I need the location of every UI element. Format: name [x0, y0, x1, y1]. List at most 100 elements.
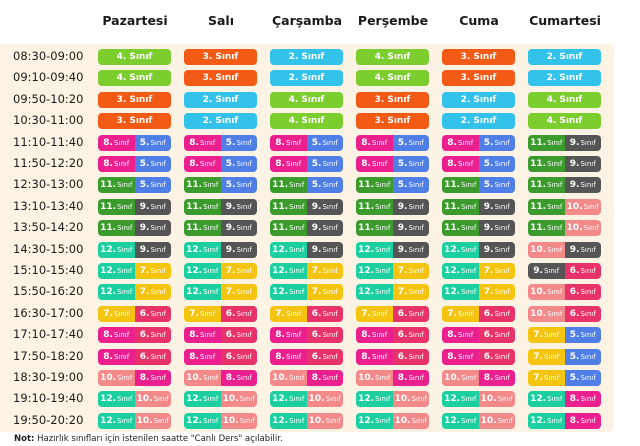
- class-cell[interactable]: 4. Sınıf: [270, 91, 343, 108]
- class-cell[interactable]: 11. Sınıf 5. Sınıf: [356, 177, 429, 194]
- class-cell[interactable]: 2. Sınıf: [442, 91, 515, 108]
- class-cell[interactable]: 12. Sınıf 10. Sınıf: [98, 391, 171, 408]
- class-cell[interactable]: 11. Sınıf 9. Sınıf: [270, 220, 343, 237]
- class-cell[interactable]: 3. Sınıf: [98, 113, 171, 130]
- class-cell[interactable]: 3. Sınıf: [184, 70, 257, 87]
- class-cell[interactable]: 8. Sınıf 6. Sınıf: [356, 348, 429, 365]
- class-cell[interactable]: 8. Sınıf 6. Sınıf: [356, 327, 429, 344]
- class-cell[interactable]: 4. Sınıf: [356, 49, 429, 65]
- class-cell[interactable]: 12. Sınıf 10. Sınıf: [442, 391, 515, 408]
- class-cell[interactable]: 2. Sınıf: [528, 49, 601, 65]
- class-cell[interactable]: 12. Sınıf 7. Sınıf: [98, 263, 171, 279]
- class-cell[interactable]: 11. Sınıf 9. Sınıf: [356, 198, 429, 215]
- class-cell[interactable]: 7. Sınıf 5. Sınıf: [528, 327, 601, 344]
- class-cell[interactable]: 12. Sınıf 10. Sınıf: [184, 391, 257, 408]
- class-cell[interactable]: 7. Sınıf 6. Sınıf: [442, 305, 515, 322]
- class-cell[interactable]: 12. Sınıf 10. Sınıf: [184, 412, 257, 429]
- class-cell[interactable]: 8. Sınıf 5. Sınıf: [270, 134, 343, 151]
- class-cell[interactable]: 8. Sınıf 5. Sınıf: [356, 134, 429, 151]
- class-cell[interactable]: 8. Sınıf 5. Sınıf: [442, 156, 515, 172]
- class-cell[interactable]: 12. Sınıf 7. Sınıf: [442, 284, 515, 301]
- class-cell[interactable]: 7. Sınıf 6. Sınıf: [270, 305, 343, 322]
- class-cell[interactable]: 8. Sınıf 6. Sınıf: [442, 348, 515, 365]
- class-cell[interactable]: 2. Sınıf: [184, 91, 257, 108]
- class-cell[interactable]: 8. Sınıf 6. Sınıf: [184, 348, 257, 365]
- class-cell[interactable]: 8. Sınıf 6. Sınıf: [98, 327, 171, 344]
- class-cell[interactable]: 4. Sınıf: [270, 113, 343, 130]
- class-cell[interactable]: 3. Sınıf: [442, 70, 515, 87]
- class-cell[interactable]: 8. Sınıf 6. Sınıf: [442, 327, 515, 344]
- class-cell[interactable]: 11. Sınıf 9. Sınıf: [528, 134, 601, 151]
- class-cell[interactable]: 9. Sınıf 6. Sınıf: [528, 263, 601, 279]
- class-cell[interactable]: 10. Sınıf 8. Sınıf: [356, 370, 429, 386]
- class-cell[interactable]: 4. Sınıf: [98, 70, 171, 87]
- class-cell[interactable]: 11. Sınıf 5. Sınıf: [442, 177, 515, 194]
- class-cell[interactable]: 8. Sınıf 6. Sınıf: [98, 348, 171, 365]
- class-cell[interactable]: 12. Sınıf 7. Sınıf: [356, 263, 429, 279]
- class-cell[interactable]: 12. Sınıf 10. Sınıf: [356, 412, 429, 429]
- class-cell[interactable]: 10. Sınıf 6. Sınıf: [528, 284, 601, 301]
- class-cell[interactable]: 4. Sınıf: [528, 113, 601, 130]
- class-cell[interactable]: 3. Sınıf: [356, 91, 429, 108]
- class-cell[interactable]: 12. Sınıf 7. Sınıf: [270, 263, 343, 279]
- class-cell[interactable]: 11. Sınıf 5. Sınıf: [98, 177, 171, 194]
- class-cell[interactable]: 8. Sınıf 6. Sınıf: [184, 327, 257, 344]
- class-cell[interactable]: 11. Sınıf 9. Sınıf: [98, 198, 171, 215]
- class-cell[interactable]: 12. Sınıf 7. Sınıf: [356, 284, 429, 301]
- class-cell[interactable]: 12. Sınıf 9. Sınıf: [184, 241, 257, 258]
- class-cell[interactable]: 12. Sınıf 8. Sınıf: [528, 412, 601, 429]
- class-cell[interactable]: 11. Sınıf 9. Sınıf: [528, 156, 601, 172]
- class-cell[interactable]: 11. Sınıf 9. Sınıf: [442, 198, 515, 215]
- class-cell[interactable]: 4. Sınıf: [98, 49, 171, 65]
- class-cell[interactable]: 11. Sınıf 10. Sınıf: [528, 220, 601, 237]
- class-cell[interactable]: 12. Sınıf 9. Sınıf: [442, 241, 515, 258]
- class-cell[interactable]: 12. Sınıf 10. Sınıf: [356, 391, 429, 408]
- class-cell[interactable]: 4. Sınıf: [528, 91, 601, 108]
- class-cell[interactable]: 12. Sınıf 7. Sınıf: [442, 263, 515, 279]
- class-cell[interactable]: 2. Sınıf: [184, 113, 257, 130]
- class-cell[interactable]: 12. Sınıf 9. Sınıf: [98, 241, 171, 258]
- class-cell[interactable]: 8. Sınıf 5. Sınıf: [184, 156, 257, 172]
- class-cell[interactable]: 2. Sınıf: [270, 49, 343, 65]
- class-cell[interactable]: 12. Sınıf 7. Sınıf: [184, 263, 257, 279]
- class-cell[interactable]: 12. Sınıf 7. Sınıf: [270, 284, 343, 301]
- class-cell[interactable]: 12. Sınıf 7. Sınıf: [98, 284, 171, 301]
- class-cell[interactable]: 2. Sınıf: [442, 113, 515, 130]
- class-cell[interactable]: 10. Sınıf 6. Sınıf: [528, 305, 601, 322]
- class-cell[interactable]: 12. Sınıf 8. Sınıf: [528, 391, 601, 408]
- class-cell[interactable]: 8. Sınıf 5. Sınıf: [184, 134, 257, 151]
- class-cell[interactable]: 11. Sınıf 5. Sınıf: [184, 177, 257, 194]
- class-cell[interactable]: 10. Sınıf 8. Sınıf: [442, 370, 515, 386]
- class-cell[interactable]: 3. Sınıf: [356, 113, 429, 130]
- class-cell[interactable]: 3. Sınıf: [98, 91, 171, 108]
- class-cell[interactable]: 11. Sınıf 9. Sınıf: [184, 198, 257, 215]
- class-cell[interactable]: 7. Sınıf 5. Sınıf: [528, 370, 601, 386]
- class-cell[interactable]: 8. Sınıf 5. Sınıf: [98, 156, 171, 172]
- class-cell[interactable]: 11. Sınıf 9. Sınıf: [184, 220, 257, 237]
- class-cell[interactable]: 12. Sınıf 10. Sınıf: [98, 412, 171, 429]
- class-cell[interactable]: 11. Sınıf 9. Sınıf: [270, 198, 343, 215]
- class-cell[interactable]: 10. Sınıf 8. Sınıf: [270, 370, 343, 386]
- class-cell[interactable]: 11. Sınıf 9. Sınıf: [98, 220, 171, 237]
- class-cell[interactable]: 2. Sınıf: [270, 70, 343, 87]
- class-cell[interactable]: 11. Sınıf 9. Sınıf: [528, 177, 601, 194]
- class-cell[interactable]: 11. Sınıf 9. Sınıf: [356, 220, 429, 237]
- class-cell[interactable]: 8. Sınıf 5. Sınıf: [442, 134, 515, 151]
- class-cell[interactable]: 7. Sınıf 6. Sınıf: [98, 305, 171, 322]
- class-cell[interactable]: 2. Sınıf: [528, 70, 601, 87]
- class-cell[interactable]: 3. Sınıf: [184, 49, 257, 65]
- class-cell[interactable]: 7. Sınıf 5. Sınıf: [528, 348, 601, 365]
- class-cell[interactable]: 12. Sınıf 7. Sınıf: [184, 284, 257, 301]
- class-cell[interactable]: 11. Sınıf 5. Sınıf: [270, 177, 343, 194]
- class-cell[interactable]: 8. Sınıf 6. Sınıf: [270, 327, 343, 344]
- class-cell[interactable]: 12. Sınıf 10. Sınıf: [270, 412, 343, 429]
- class-cell[interactable]: 12. Sınıf 10. Sınıf: [270, 391, 343, 408]
- class-cell[interactable]: 7. Sınıf 6. Sınıf: [184, 305, 257, 322]
- class-cell[interactable]: 11. Sınıf 10. Sınıf: [528, 198, 601, 215]
- class-cell[interactable]: 12. Sınıf 9. Sınıf: [356, 241, 429, 258]
- class-cell[interactable]: 8. Sınıf 6. Sınıf: [270, 348, 343, 365]
- class-cell[interactable]: 10. Sınıf 9. Sınıf: [528, 241, 601, 258]
- class-cell[interactable]: 8. Sınıf 5. Sınıf: [356, 156, 429, 172]
- class-cell[interactable]: 10. Sınıf 8. Sınıf: [98, 370, 171, 386]
- class-cell[interactable]: 12. Sınıf 10. Sınıf: [442, 412, 515, 429]
